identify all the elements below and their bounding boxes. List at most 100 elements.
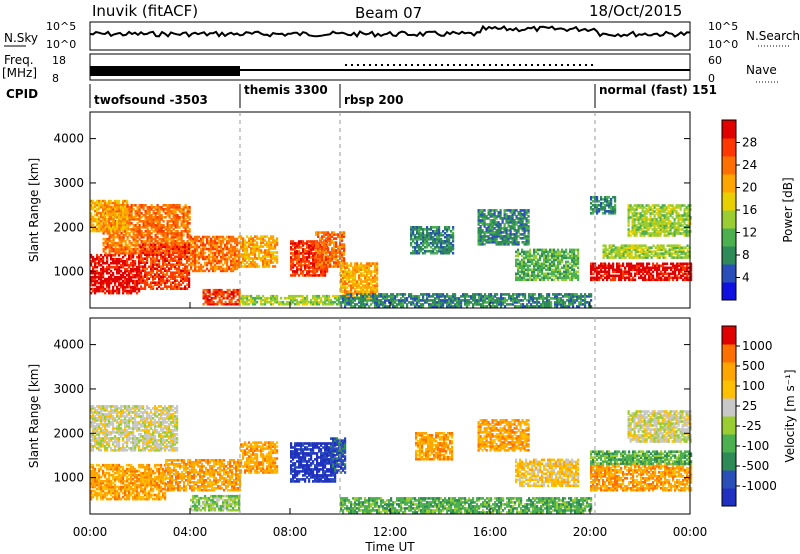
data-cell	[523, 260, 526, 264]
data-cell	[344, 282, 347, 285]
data-cell	[566, 293, 569, 296]
data-cell	[98, 219, 101, 223]
data-cell	[376, 282, 379, 285]
data-cell	[538, 305, 541, 308]
data-cell	[288, 300, 291, 304]
data-cell	[174, 283, 177, 286]
data-cell	[317, 257, 320, 260]
data-cell	[232, 235, 235, 239]
data-cell	[340, 280, 343, 283]
data-cell	[234, 290, 237, 294]
data-cell	[158, 228, 161, 231]
data-cell	[568, 297, 571, 300]
data-cell	[208, 257, 211, 261]
data-cell	[450, 247, 453, 251]
data-cell	[477, 231, 480, 234]
data-cell	[110, 281, 113, 285]
data-cell	[138, 261, 141, 265]
data-cell	[476, 301, 479, 304]
data-cell	[402, 293, 405, 296]
data-cell	[422, 241, 425, 245]
data-cell	[176, 285, 179, 288]
data-cell	[341, 253, 344, 256]
data-cell	[96, 289, 99, 293]
data-cell	[525, 227, 528, 230]
data-cell	[321, 237, 324, 240]
data-cell	[132, 251, 135, 255]
data-cell	[234, 249, 237, 253]
data-cell	[222, 255, 225, 259]
data-cell	[168, 224, 171, 227]
data-cell	[180, 249, 183, 253]
nave-dot	[501, 64, 503, 66]
data-cell	[322, 300, 325, 304]
data-cell	[212, 241, 215, 245]
data-cell	[244, 249, 247, 252]
data-cell	[522, 295, 525, 298]
data-cell	[90, 283, 93, 287]
data-cell	[352, 297, 355, 300]
data-cell	[186, 275, 189, 278]
data-cell	[364, 297, 367, 300]
data-cell	[252, 302, 255, 306]
data-cell	[489, 237, 492, 240]
data-cell	[302, 298, 305, 302]
data-cell	[366, 266, 369, 269]
data-cell	[166, 257, 169, 260]
data-cell	[124, 279, 127, 283]
data-cell	[302, 244, 305, 247]
data-cell	[582, 295, 585, 298]
data-cell	[374, 299, 377, 302]
data-cell	[300, 264, 303, 267]
data-cell	[218, 245, 221, 249]
data-cell	[114, 211, 117, 215]
data-cell	[154, 212, 157, 215]
data-cell	[206, 241, 209, 245]
data-cell	[479, 215, 482, 218]
data-cell	[170, 226, 173, 229]
data-cell	[329, 251, 332, 254]
data-cell	[182, 239, 185, 243]
data-cell	[120, 211, 123, 215]
data-cell	[558, 297, 561, 300]
data-cell	[436, 233, 439, 237]
data-cell	[108, 219, 111, 223]
data-cell	[130, 228, 133, 231]
data-cell	[266, 253, 269, 256]
data-cell	[130, 255, 133, 259]
data-cell	[240, 243, 243, 246]
data-cell	[312, 252, 315, 255]
data-cell	[292, 240, 295, 243]
data-cell	[366, 262, 369, 265]
data-cell	[122, 217, 125, 221]
data-cell	[208, 298, 211, 302]
data-cell	[442, 299, 445, 302]
data-cell	[362, 284, 365, 287]
data-cell	[160, 279, 163, 282]
data-cell	[496, 293, 499, 296]
data-cell	[238, 298, 241, 302]
data-cell	[516, 297, 519, 300]
data-cell	[560, 299, 563, 302]
data-cell	[530, 297, 533, 300]
data-cell	[481, 231, 484, 234]
data-cell	[290, 268, 293, 271]
data-cell	[132, 235, 135, 239]
data-cell	[104, 207, 107, 211]
data-cell	[218, 239, 221, 243]
data-cell	[493, 213, 496, 216]
data-cell	[172, 285, 175, 288]
data-cell	[250, 300, 253, 304]
data-cell	[440, 301, 443, 304]
data-cell	[114, 275, 117, 279]
data-cell	[126, 225, 129, 229]
data-cell	[102, 217, 105, 221]
data-cell	[418, 233, 421, 237]
data-cell	[104, 217, 107, 221]
data-cell	[521, 237, 524, 240]
data-cell	[146, 230, 149, 233]
data-cell	[156, 257, 159, 260]
data-cell	[554, 293, 557, 296]
data-cell	[94, 203, 97, 207]
data-cell	[120, 243, 123, 247]
